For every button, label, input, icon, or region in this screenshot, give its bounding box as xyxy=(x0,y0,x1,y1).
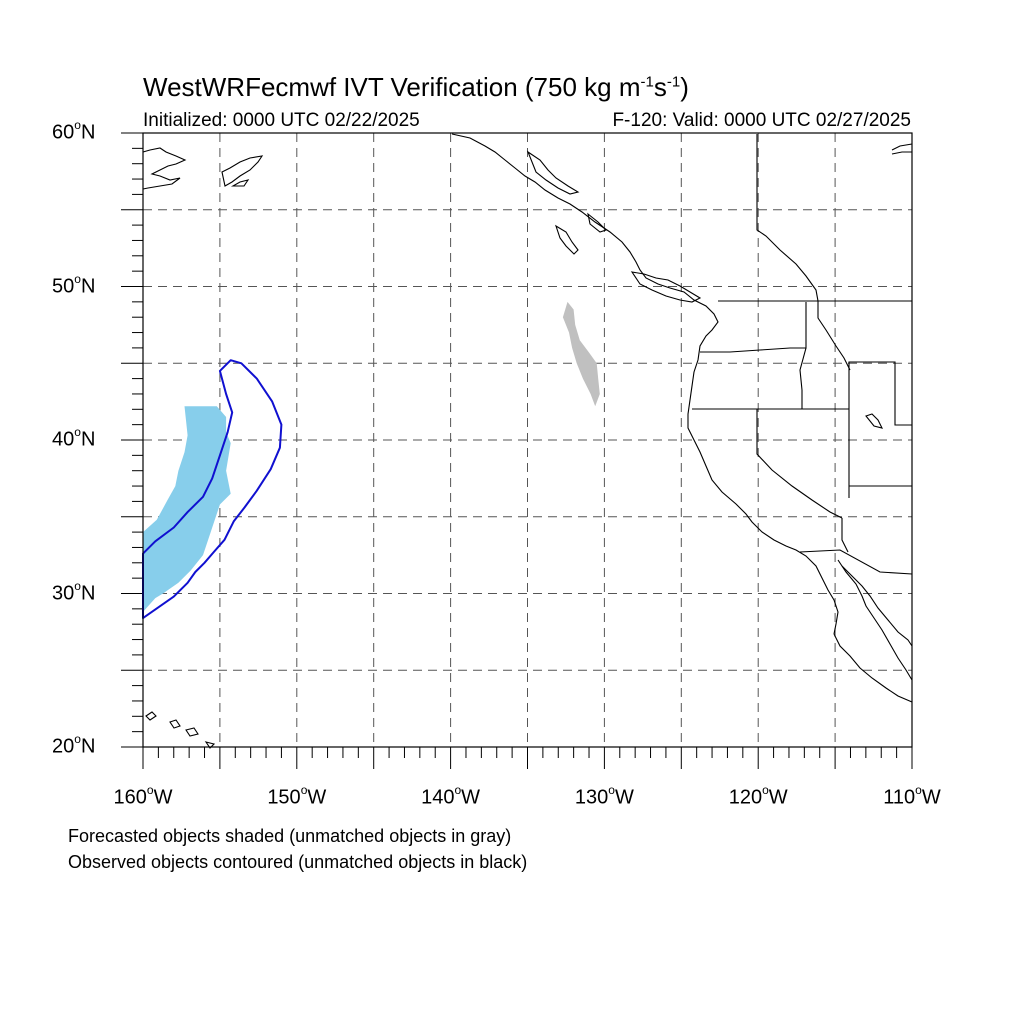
coastlines-and-borders xyxy=(142,133,913,749)
coastline-baja-pacific xyxy=(833,633,913,703)
border-ca-nv xyxy=(756,409,843,519)
chart-title: WestWRFecmwf IVT Verification (750 kg m-… xyxy=(143,72,689,102)
observed-object-contour xyxy=(142,359,283,620)
longitude-label: 130oW xyxy=(574,783,634,809)
coastline-haida-gwaii xyxy=(555,224,579,255)
latitude-label: 20oN xyxy=(52,732,96,758)
longitude-label: 150oW xyxy=(267,783,327,809)
border-ca-az xyxy=(841,518,849,553)
longitude-label: 110oW xyxy=(883,783,941,809)
valid-time: F-120: Valid: 0000 UTC 02/27/2025 xyxy=(612,110,911,131)
longitude-label: 120oW xyxy=(728,783,788,809)
latitude-label: 30oN xyxy=(52,578,96,605)
border-wa-or xyxy=(700,302,807,353)
longitude-label: 160oW xyxy=(113,783,173,809)
longitude-label: 140oW xyxy=(421,783,481,809)
forecast-object-matched xyxy=(143,406,231,612)
border-id-mt-wy xyxy=(848,361,912,426)
coastline-alaska-archipelago xyxy=(526,150,608,233)
coastline-hawaii xyxy=(145,711,216,749)
coastline-southeast-alaska xyxy=(451,133,839,635)
latitude-label: 40oN xyxy=(52,425,96,451)
coastline-mainland-mexico xyxy=(841,565,913,647)
legend-note-forecast: Forecasted objects shaded (unmatched obj… xyxy=(68,826,512,846)
axis-ticks xyxy=(121,132,913,769)
latitude-label: 60oN xyxy=(52,118,96,144)
ivt-objects xyxy=(142,301,600,620)
graticule xyxy=(143,133,912,747)
coastline-vancouver-island xyxy=(630,271,702,303)
legend-note-observed: Observed objects contoured (unmatched ob… xyxy=(68,852,528,872)
coastline-hudson-bay-edge xyxy=(891,143,913,155)
coastline-alaska-islands xyxy=(221,155,264,187)
coastline-alaska xyxy=(142,147,187,190)
coastline-baja-gulf xyxy=(837,559,913,681)
forecast-object-unmatched xyxy=(562,301,600,407)
border-canada-provinces xyxy=(756,134,851,371)
border-or-id xyxy=(799,347,807,409)
initialized-time: Initialized: 0000 UTC 02/22/2025 xyxy=(143,110,420,131)
border-us-mexico xyxy=(799,549,913,575)
map-frame xyxy=(142,132,913,748)
latitude-label: 50oN xyxy=(52,271,96,298)
coastline-great-salt-lake xyxy=(865,413,884,429)
